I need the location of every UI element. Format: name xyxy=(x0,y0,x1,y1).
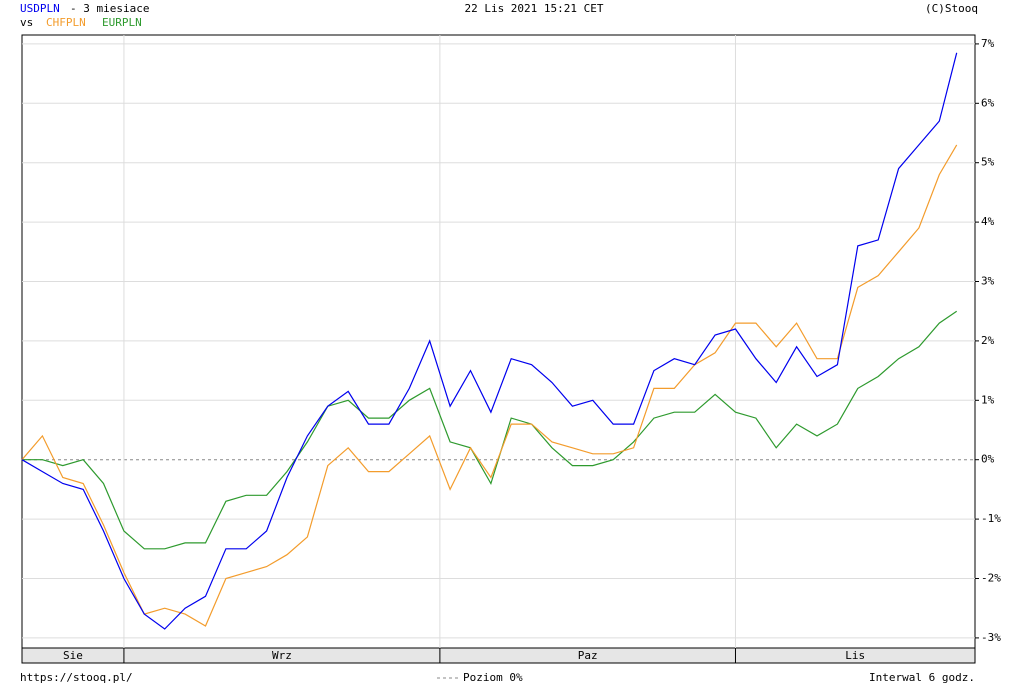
y-tick-label: 3% xyxy=(981,275,995,288)
y-tick-label: 5% xyxy=(981,156,995,169)
y-tick-label: 0% xyxy=(981,453,995,466)
interval: Interwal 6 godz. xyxy=(869,671,975,684)
month-strip xyxy=(21,647,976,664)
period: - 3 miesiace xyxy=(70,2,149,15)
y-tick-label: -1% xyxy=(981,512,1001,525)
copyright: (C)Stooq xyxy=(925,2,978,15)
x-tick-label: Lis xyxy=(845,649,865,662)
datetime: 22 Lis 2021 15:21 CET xyxy=(464,2,603,15)
y-tick-label: 7% xyxy=(981,37,995,50)
y-tick-label: -3% xyxy=(981,631,1001,644)
y-tick-label: 2% xyxy=(981,334,995,347)
y-tick-label: 1% xyxy=(981,393,995,406)
x-tick-label: Sie xyxy=(63,649,83,662)
y-tick-label: 4% xyxy=(981,215,995,228)
y-tick-label: 6% xyxy=(981,96,995,109)
legend-eur: EURPLN xyxy=(102,16,142,29)
series-line xyxy=(21,52,958,630)
series-line xyxy=(21,144,958,627)
vs: vs xyxy=(20,16,33,29)
zero-legend: Poziom 0% xyxy=(463,671,523,684)
footer-url: https://stooq.pl/ xyxy=(20,671,133,684)
x-tick-label: Paz xyxy=(578,649,598,662)
plot-frame xyxy=(21,34,976,664)
legend-chf: CHFPLN xyxy=(46,16,86,29)
y-tick-label: -2% xyxy=(981,572,1001,585)
series-line xyxy=(22,310,958,550)
x-tick-label: Wrz xyxy=(272,649,292,662)
main-series-name: USDPLN xyxy=(20,2,60,15)
